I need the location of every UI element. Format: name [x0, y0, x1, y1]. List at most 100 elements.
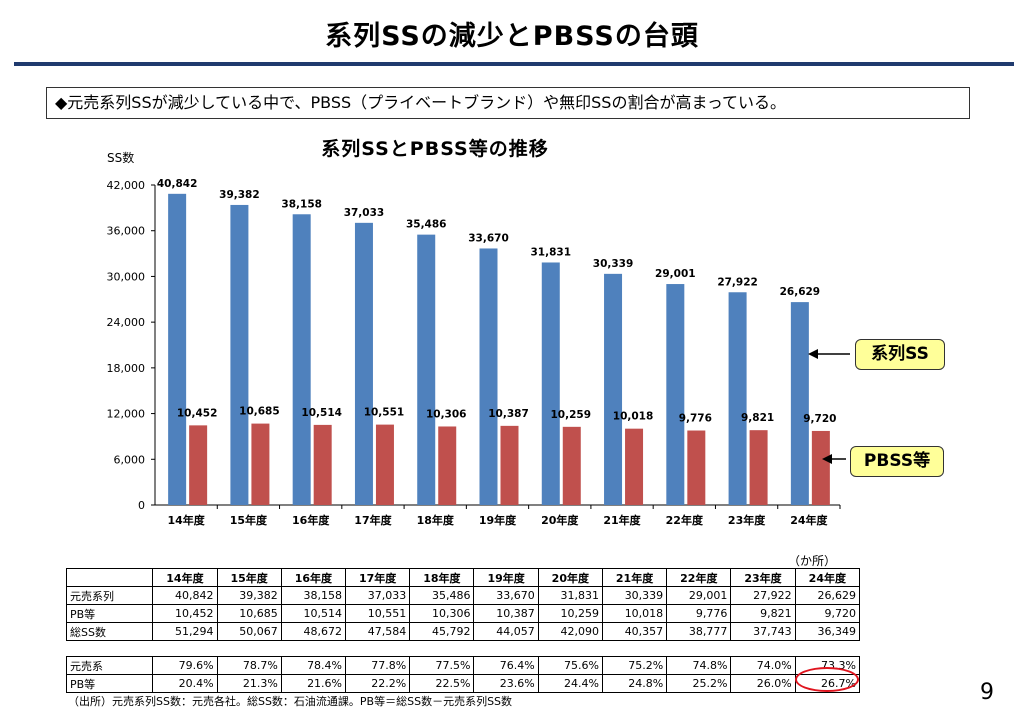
x-tick-label: 15年度 [230, 513, 268, 527]
series-callout: 系列SS [855, 339, 945, 370]
bar-keiretsu-ss [168, 193, 187, 505]
data-label-pbss: 10,259 [551, 409, 592, 421]
data-label-pbss: 10,551 [364, 407, 405, 419]
x-tick-label: 22年度 [666, 513, 704, 527]
share-row: PB等 20.4% 21.3% 21.6% 22.2% 22.5% 23.6% 24.4% 24… [65, 674, 861, 693]
table-cell: 74.0% [730, 656, 796, 675]
x-tick-label: 21年度 [603, 513, 641, 527]
table-cell: 10,018 [601, 604, 668, 623]
table-cell: 48,672 [280, 622, 347, 641]
table-cell: 20.4% [152, 674, 218, 693]
table-cell: 33,670 [473, 586, 539, 605]
table-cell: 10,387 [473, 604, 539, 623]
data-label-keiretsu-ss: 35,486 [406, 219, 447, 231]
data-label-pbss: 10,514 [301, 407, 342, 419]
table-cell: 44,057 [473, 622, 539, 641]
data-label-keiretsu-ss: 39,382 [219, 189, 260, 201]
bar-pbss [313, 424, 332, 505]
bar-pbss [500, 425, 519, 505]
table-cell: 77.8% [345, 656, 411, 675]
data-label-keiretsu-ss: 33,670 [468, 232, 509, 244]
data-label-pbss: 9,776 [679, 413, 712, 425]
table-cell: 9,821 [730, 604, 796, 623]
row-label: PB等 [65, 674, 154, 693]
share-table: 元売系 79.6% 78.7% 78.4% 77.8% 77.5% 76.4% 75.6% 75… [65, 656, 861, 693]
table-unit-note: （か所） [788, 554, 837, 568]
bar-pbss [438, 426, 457, 505]
table-cell: 10,306 [409, 604, 475, 623]
bar-pbss [687, 430, 706, 505]
y-tick-label: 42,000 [107, 179, 146, 192]
x-tick-label: 24年度 [790, 513, 828, 527]
data-label-pbss: 9,821 [741, 412, 774, 424]
row-label: 総SS数 [65, 622, 154, 641]
table-cell: 9,720 [794, 604, 861, 623]
x-tick-label: 18年度 [417, 513, 455, 527]
table-cell: 24.8% [601, 674, 668, 693]
bar-keiretsu-ss [728, 292, 747, 505]
y-tick-label: 0 [138, 499, 145, 512]
data-label-keiretsu-ss: 37,033 [344, 207, 385, 219]
data-label-pbss: 10,685 [239, 406, 280, 418]
bar-keiretsu-ss [292, 214, 311, 505]
table-cell: 30,339 [601, 586, 668, 605]
source-note: （出所）元売系列SS数：元売各社。総SS数：石油流通課。PB等＝総SS数－元売系… [68, 695, 513, 708]
x-tick-label: 16年度 [292, 513, 330, 527]
y-tick-label: 24,000 [107, 316, 146, 329]
data-label-keiretsu-ss: 30,339 [593, 258, 634, 270]
data-label-pbss: 10,387 [488, 408, 529, 420]
bar-pbss [811, 430, 830, 505]
data-label-keiretsu-ss: 40,842 [157, 178, 198, 190]
data-label-pbss: 9,720 [803, 413, 836, 425]
bar-keiretsu-ss [230, 204, 249, 505]
row-label: 元売系列 [65, 586, 154, 605]
column-header: 16年度 [280, 568, 347, 587]
table-cell: 36,349 [794, 622, 861, 641]
table-cell: 26.0% [730, 674, 796, 693]
table-cell: 50,067 [216, 622, 282, 641]
table-cell: 39,382 [216, 586, 282, 605]
bar-pbss [375, 424, 394, 505]
table-cell: 37,743 [730, 622, 796, 641]
y-tick-label: 6,000 [114, 453, 146, 466]
pb-callout-arrowhead [822, 454, 832, 464]
table-header-row: 14年度 15年度 16年度 17年度 18年度 19年度 20年度 21年度 22年度 23年度… [65, 568, 861, 587]
table-cell: 38,158 [280, 586, 347, 605]
table-cell: 42,090 [537, 622, 603, 641]
bar-keiretsu-ss [604, 273, 623, 505]
table-cell: 25.2% [666, 674, 732, 693]
table-cell: 24.4% [537, 674, 603, 693]
table-cell: 75.2% [601, 656, 668, 675]
table-cell: 40,842 [152, 586, 218, 605]
ss-count-table: 14年度 15年度 16年度 17年度 18年度 19年度 20年度 21年度 22年度 23年度… [65, 568, 861, 641]
bar-pbss [251, 423, 270, 505]
table-cell: 10,259 [537, 604, 603, 623]
column-header: 19年度 [473, 568, 539, 587]
table-cell: 31,831 [537, 586, 603, 605]
table-cell: 38,777 [666, 622, 732, 641]
table-cell: 9,776 [666, 604, 732, 623]
header-corner-cell [65, 568, 154, 587]
table-cell: 40,357 [601, 622, 668, 641]
table-cell: 10,452 [152, 604, 218, 623]
data-label-keiretsu-ss: 29,001 [655, 268, 696, 280]
series-callout-arrowhead [808, 349, 818, 359]
data-label-keiretsu-ss: 27,922 [717, 276, 758, 288]
table-cell: 21.6% [280, 674, 347, 693]
table-cell: 37,033 [345, 586, 411, 605]
table-cell: 79.6% [152, 656, 218, 675]
table-cell: 77.5% [409, 656, 475, 675]
table-cell: 10,514 [280, 604, 347, 623]
table-cell: 78.7% [216, 656, 282, 675]
table-cell: 75.6% [537, 656, 603, 675]
share-row: 元売系 79.6% 78.7% 78.4% 77.8% 77.5% 76.4% 75.6% 75… [65, 656, 861, 675]
title-rule [14, 62, 1014, 66]
page-number: 9 [980, 680, 994, 705]
data-label-keiretsu-ss: 26,629 [780, 286, 821, 298]
row-label: 元売系 [65, 656, 154, 675]
data-label-pbss: 10,452 [177, 407, 218, 419]
column-header: 24年度 [794, 568, 861, 587]
bar-keiretsu-ss [541, 262, 560, 505]
bar-keiretsu-ss [666, 284, 685, 505]
table-cell: 47,584 [345, 622, 411, 641]
